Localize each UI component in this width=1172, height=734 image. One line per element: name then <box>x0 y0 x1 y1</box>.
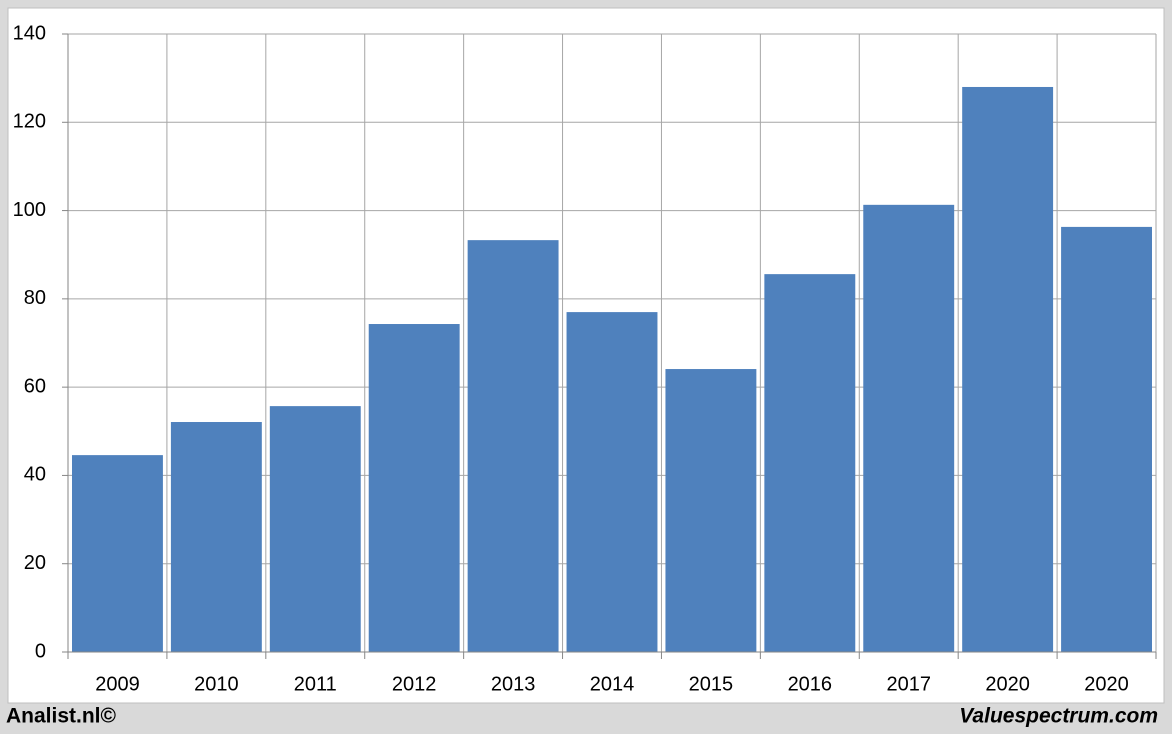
x-tick-label: 2013 <box>491 673 536 695</box>
bar <box>269 406 361 652</box>
x-tick-label: 2015 <box>689 673 734 695</box>
y-tick-label: 100 <box>13 199 46 221</box>
bar <box>467 240 559 652</box>
y-tick-label: 120 <box>13 111 46 133</box>
y-tick-label: 80 <box>24 287 46 309</box>
bar <box>170 422 262 652</box>
bar <box>863 204 955 652</box>
x-tick-label: 2012 <box>392 673 437 695</box>
bar <box>566 312 658 652</box>
x-tick-label: 2011 <box>294 673 337 695</box>
y-tick-label: 20 <box>24 552 46 574</box>
footer-right: Valuespectrum.com <box>959 705 1158 728</box>
bar <box>962 86 1054 652</box>
y-tick-label: 60 <box>24 375 46 397</box>
bar <box>368 324 460 652</box>
x-tick-label: 2010 <box>194 673 239 695</box>
bar <box>72 455 163 652</box>
x-tick-label: 2009 <box>95 673 140 695</box>
x-tick-label: 2017 <box>886 673 931 695</box>
bar <box>1061 226 1152 652</box>
bar <box>764 274 856 652</box>
x-tick-label: 2014 <box>590 673 635 695</box>
y-tick-label: 0 <box>35 640 46 662</box>
bar <box>665 369 757 652</box>
footer-left: Analist.nl© <box>6 705 117 728</box>
x-tick-label: 2020 <box>985 673 1030 695</box>
y-tick-label: 140 <box>13 22 46 44</box>
x-tick-label: 2016 <box>788 673 833 695</box>
y-tick-label: 40 <box>24 464 46 486</box>
x-tick-label: 2020 <box>1084 673 1129 695</box>
